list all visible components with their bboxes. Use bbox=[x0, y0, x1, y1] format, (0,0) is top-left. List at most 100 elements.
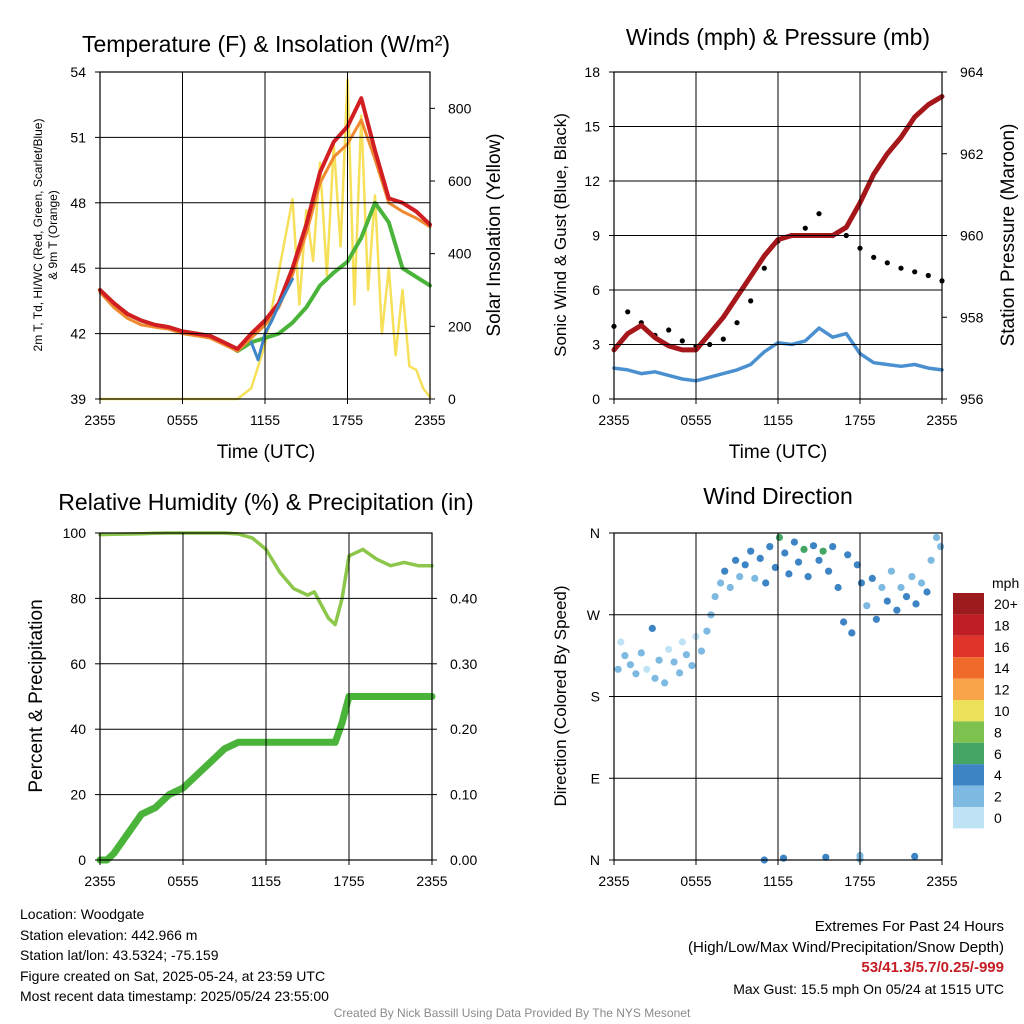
direction-point bbox=[697, 647, 706, 655]
direction-point bbox=[937, 543, 945, 551]
legend-label: 12 bbox=[994, 682, 1010, 698]
legend-swatch bbox=[953, 614, 984, 636]
y-tick-label: 39 bbox=[70, 391, 86, 407]
y-tick-label: S bbox=[591, 689, 600, 705]
x-tick-label: 0555 bbox=[680, 873, 711, 889]
temperature-xlabel: Time (UTC) bbox=[217, 442, 316, 463]
gust-point bbox=[912, 269, 918, 275]
direction-axes: 2355 0555 1155 1755 2355 N E S W N bbox=[587, 525, 958, 889]
y-tick-label: 40 bbox=[70, 721, 86, 737]
direction-point bbox=[721, 567, 729, 575]
x-tick-label: 1155 bbox=[251, 873, 281, 889]
direction-point bbox=[736, 573, 744, 581]
direction-point bbox=[868, 574, 876, 583]
y-tick-label: W bbox=[587, 607, 601, 623]
legend-swatch bbox=[953, 764, 984, 786]
y-tick-label: 0 bbox=[78, 852, 86, 868]
winds-panel: Winds (mph) & Pressure (mb) 2355 0555 1155… bbox=[551, 24, 1019, 463]
direction-point bbox=[863, 602, 871, 610]
y-tick-label: 15 bbox=[584, 119, 600, 135]
y2-tick-label: 964 bbox=[960, 64, 984, 80]
direction-point bbox=[711, 593, 719, 601]
winds-ylabel-right: Station Pressure (Maroon) bbox=[998, 124, 1019, 347]
temperature-ylabel-right: Solar Insolation (Yellow) bbox=[484, 133, 505, 336]
y-tick-label: 80 bbox=[70, 590, 86, 606]
y-tick-label: 6 bbox=[592, 282, 600, 298]
x-tick-label: 1755 bbox=[332, 412, 363, 428]
direction-point bbox=[637, 649, 645, 657]
humidity-panel: Relative Humidity (%) & Precipitation (i… bbox=[26, 489, 477, 889]
direction-point bbox=[626, 661, 635, 669]
direction-point bbox=[908, 573, 916, 581]
x-tick-label: 1755 bbox=[333, 873, 364, 889]
legend-swatch bbox=[953, 593, 984, 615]
temperature-panel: Temperature (F) & Insolation (W/m²) 2355… bbox=[31, 31, 505, 463]
direction-point bbox=[751, 574, 759, 583]
x-tick-label: 2355 bbox=[414, 412, 445, 428]
x-tick-label: 1155 bbox=[763, 873, 793, 889]
y-tick-label: 60 bbox=[70, 656, 86, 672]
y-tick-label: N bbox=[590, 852, 600, 868]
direction-point bbox=[790, 538, 799, 546]
legend-swatch bbox=[953, 721, 984, 743]
gust-point bbox=[816, 211, 822, 217]
y2-tick-label: 200 bbox=[448, 318, 472, 334]
direction-ylabel: Direction (Colored By Speed) bbox=[551, 585, 570, 806]
direction-point bbox=[897, 583, 905, 592]
y-tick-label: 0 bbox=[592, 391, 600, 407]
x-tick-label: 1755 bbox=[844, 873, 875, 889]
x-tick-label: 2355 bbox=[598, 873, 629, 889]
direction-point bbox=[834, 583, 842, 592]
direction-point bbox=[741, 561, 749, 569]
direction-point bbox=[893, 606, 901, 614]
legend-label: 16 bbox=[994, 639, 1010, 655]
legend-label: 20+ bbox=[994, 596, 1018, 612]
legend-swatch bbox=[953, 678, 984, 700]
direction-point bbox=[917, 579, 926, 587]
legend-swatch bbox=[953, 700, 984, 722]
x-tick-label: 1155 bbox=[250, 412, 280, 428]
direction-point bbox=[747, 547, 755, 555]
direction-point bbox=[794, 558, 803, 566]
y2-tick-label: 0.30 bbox=[450, 656, 477, 672]
y-tick-label: E bbox=[591, 770, 600, 786]
direction-point bbox=[911, 852, 919, 861]
direction-point bbox=[643, 665, 651, 673]
y-tick-label: 100 bbox=[63, 525, 87, 541]
legend-label: 10 bbox=[994, 703, 1010, 719]
legend-swatch bbox=[953, 635, 984, 658]
extremes-info: Extremes For Past 24 Hours (High/Low/Max… bbox=[688, 917, 1004, 999]
direction-point bbox=[771, 563, 779, 572]
direction-series bbox=[614, 533, 945, 864]
direction-point bbox=[902, 593, 911, 601]
direction-panel: Wind Direction 2355 0555 1155 1755 2355 N E S W N… bbox=[551, 483, 1019, 889]
temperature-axes: 2355 0555 1155 1755 2355 39 42 45 48 51 54 0 200 400 6… bbox=[70, 64, 471, 428]
direction-point bbox=[825, 567, 833, 575]
direction-point bbox=[857, 579, 866, 587]
y2-tick-label: 0.10 bbox=[450, 787, 477, 803]
direction-point bbox=[800, 545, 808, 554]
max-gust-text: Max Gust: 15.5 mph On 05/24 at 1515 UTC bbox=[733, 980, 1004, 997]
legend-label: 14 bbox=[994, 660, 1010, 676]
direction-point bbox=[779, 854, 788, 862]
humidity-ylabel-left: Percent & Precipitation bbox=[26, 599, 47, 792]
y-tick-label: 9 bbox=[592, 228, 600, 244]
x-tick-label: 1155 bbox=[763, 412, 793, 428]
direction-point bbox=[651, 674, 659, 682]
direction-point bbox=[676, 669, 684, 677]
legend-label: 0 bbox=[994, 810, 1002, 826]
x-tick-label: 0555 bbox=[167, 873, 198, 889]
elevation-text: Station elevation: 442.966 m bbox=[20, 926, 198, 943]
x-tick-label: 2355 bbox=[926, 412, 957, 428]
recent-text: Most recent data timestamp: 2025/05/24 2… bbox=[20, 988, 329, 1004]
y2-tick-label: 958 bbox=[960, 309, 984, 325]
direction-point bbox=[682, 651, 691, 659]
latlon-text: Station lat/lon: 43.5324; -75.159 bbox=[20, 947, 219, 963]
direction-point bbox=[809, 542, 818, 550]
legend-label: 2 bbox=[994, 789, 1002, 805]
direction-point bbox=[848, 629, 856, 637]
gust-point bbox=[666, 327, 672, 333]
direction-point bbox=[822, 853, 830, 861]
direction-point bbox=[756, 554, 764, 563]
gust-point bbox=[734, 320, 740, 326]
